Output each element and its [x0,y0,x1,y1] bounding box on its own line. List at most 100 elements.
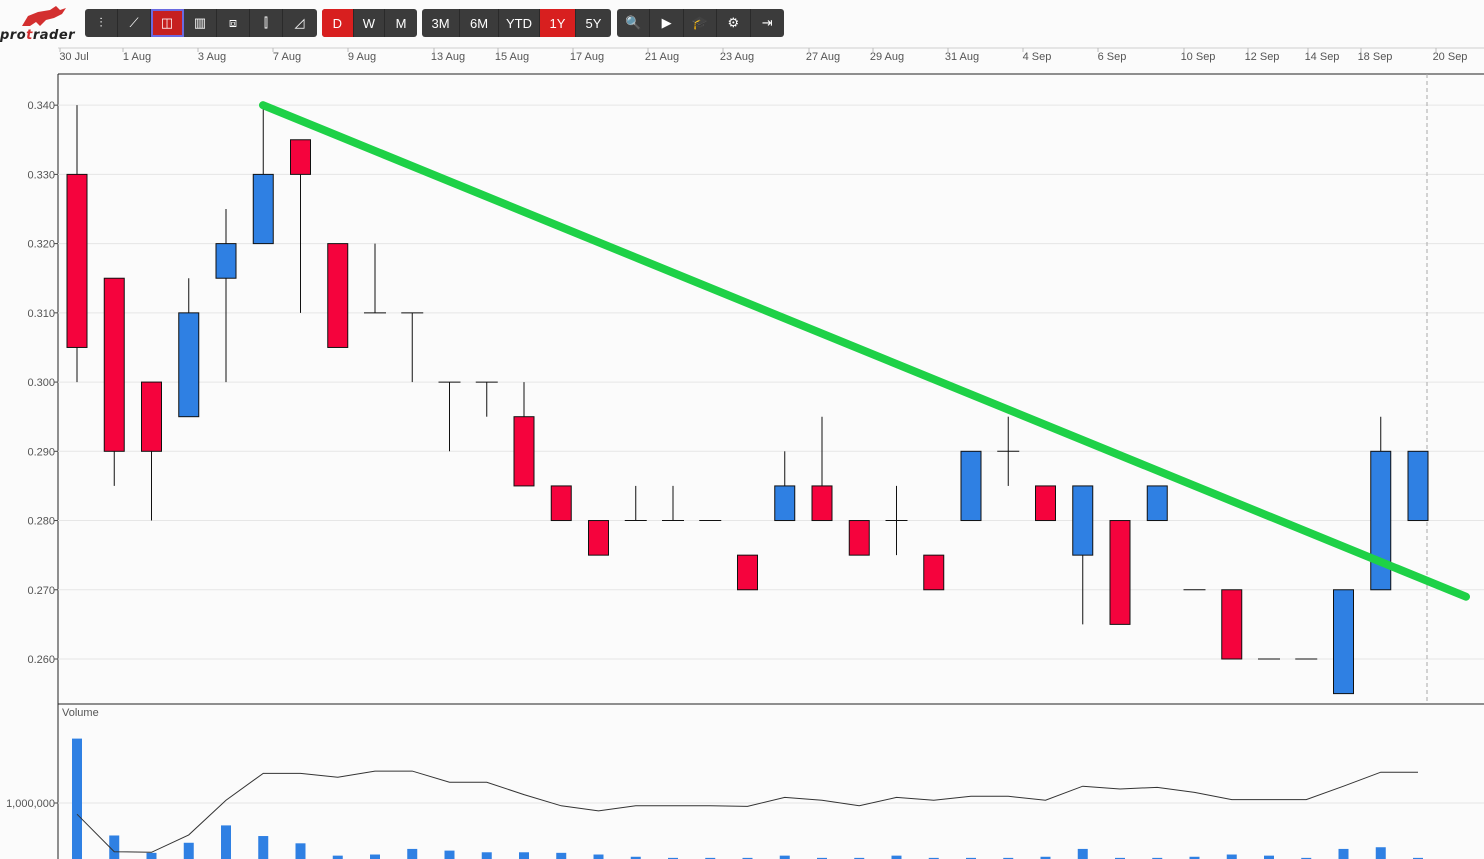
candle-body [1370,450,1392,591]
volume-bar [258,836,269,859]
candle-body [103,277,125,452]
volume-bar [1152,857,1163,859]
range-button-5y[interactable]: 5Y [585,15,602,31]
volume-bar [370,854,380,859]
candle [401,312,424,383]
volume-bar [891,855,902,859]
hlc-icon[interactable]: ⫿ [250,9,283,37]
x-tick-label: 4 Sep [1023,51,1052,63]
bar-icon[interactable]: ▥ [184,9,217,37]
candle [923,554,945,591]
x-tick-label: 23 Aug [720,51,754,63]
volume-bar [221,825,231,859]
candle-body [737,554,758,591]
volume-bar [481,852,492,859]
candle [290,139,311,313]
candle [66,105,88,383]
logo: protrader [0,4,80,44]
tools-group: 🔍 ▶ 🎓 ⚙ ⇥ [617,9,784,37]
candle [438,381,461,452]
volume-bar [779,855,790,859]
candle-body [66,173,88,348]
candle [960,450,982,522]
candle [513,382,535,487]
hollow-candle-icon[interactable]: ⧈ [217,9,250,37]
x-tick-label: 1 Aug [123,51,151,63]
candle-body [774,485,796,522]
range-button-1y[interactable]: 1Y [540,9,576,37]
candle-body [848,520,870,556]
candle [848,520,870,556]
candle-body [215,243,237,279]
candle [662,485,684,522]
volume-bar [1040,856,1051,859]
volume-bar [1375,847,1386,859]
x-tick-label: 29 Aug [870,51,904,63]
candle [624,485,647,522]
volume-bar [1264,855,1274,859]
candle [1146,485,1168,522]
candle-body [178,312,200,418]
candle-body [141,381,162,452]
x-tick-label: 30 Jul [59,51,88,63]
trendline [259,101,1470,601]
period-button-m[interactable]: M [395,15,407,31]
range-button-ytd[interactable]: YTD [499,9,540,37]
education-icon[interactable]: 🎓 [684,9,718,37]
period-button-d[interactable]: D [322,9,354,37]
volume-average-line [76,770,1418,853]
x-tick-label: 14 Sep [1305,51,1340,63]
play-icon[interactable]: ▶ [650,9,684,37]
volume-bar [444,850,455,859]
volume-bar [742,857,753,859]
volume-bar [630,856,641,859]
chart-type-group: ⫶ ⟋ ◫ ▥ ⧈ ⫿ ◿ [85,9,317,37]
candle-body [327,243,349,348]
volume-bar [1115,857,1125,859]
candle [215,209,237,383]
range-button-3m[interactable]: 3M [422,9,460,37]
x-tick-label: 27 Aug [806,51,840,63]
zoom-icon[interactable]: 🔍 [617,9,651,37]
range-group: 3M 6M YTD 1Y 5Y [422,9,611,37]
logo-text: protrader [0,28,76,43]
x-tick-label: 21 Aug [645,51,679,63]
exit-icon[interactable]: ⇥ [761,15,773,30]
candle-body [1146,485,1168,522]
candle [1333,589,1354,695]
ohlc-icon[interactable]: ⫶ [85,9,118,37]
candle-body [252,173,274,245]
candle [103,277,125,486]
y-tick-label: 0.270 [27,585,55,597]
candle-body [960,450,982,522]
candle [364,243,386,314]
area-icon[interactable]: ◿ [294,15,305,30]
volume-bar [1077,848,1088,859]
volume-bar [593,854,604,859]
candle [327,243,349,348]
candle [1221,589,1243,660]
candle-body [811,485,833,522]
period-button-w[interactable]: W [354,9,386,37]
volume-bar [146,852,157,859]
candle [475,381,498,417]
line-icon[interactable]: ⟋ [118,9,151,37]
candle [885,485,908,556]
x-tick-label: 6 Sep [1098,51,1127,63]
candlestick-icon[interactable]: ◫ [151,9,184,37]
volume-bar [1413,857,1423,859]
candle-body [290,139,311,175]
volume-bar [519,852,529,859]
settings-icon[interactable]: ⚙ [717,9,751,37]
volume-bar [668,857,678,859]
range-button-6m[interactable]: 6M [460,9,499,37]
candle [997,416,1020,486]
candle-body [550,485,572,522]
bull-logo-icon [22,6,66,26]
y-tick-label: 0.280 [27,516,55,528]
volume-bar [72,738,82,859]
y-tick-label: 0.290 [27,446,55,458]
volume-tick-label: 1,000,000 [6,798,55,810]
